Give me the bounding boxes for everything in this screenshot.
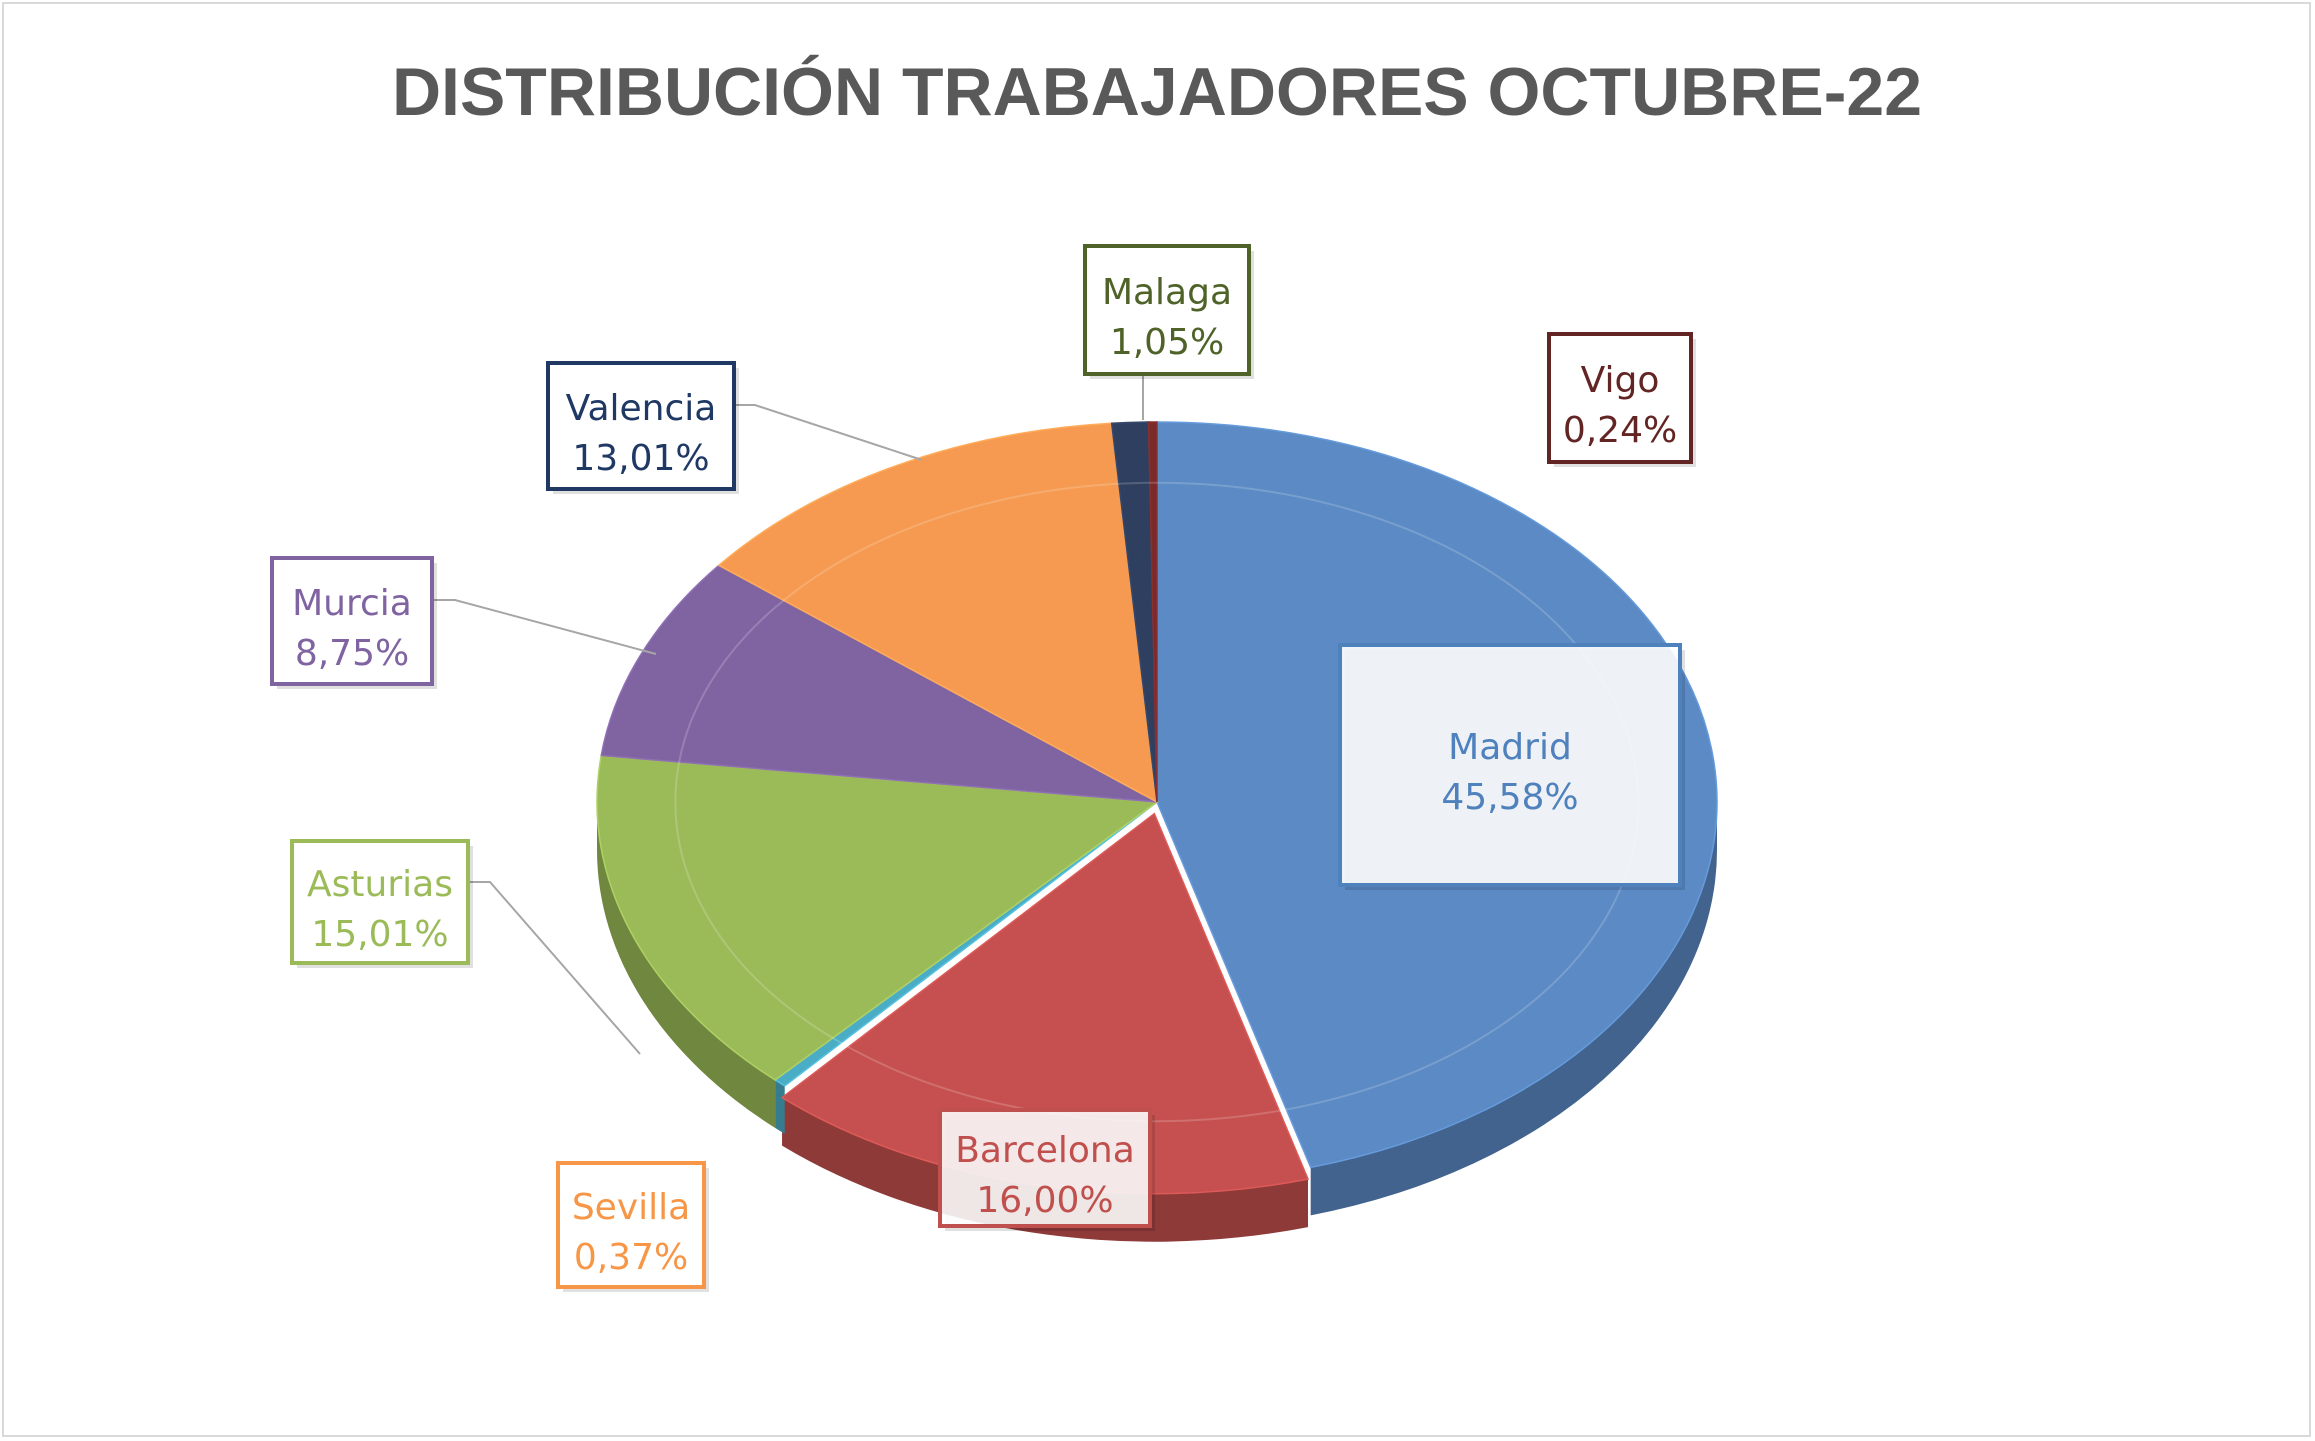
data-label-box: [290, 839, 470, 965]
leader-line-asturias: [468, 881, 641, 1055]
data-label-category: Asturias: [307, 864, 453, 905]
data-label-value: 13,01%: [572, 438, 709, 479]
data-label-value: 0,24%: [1563, 410, 1677, 451]
chart-title: DISTRIBUCIÓN TRABAJADORES OCTUBRE-22: [392, 54, 1922, 130]
pie-side-asturias: [597, 802, 776, 1128]
leader-lines: [432, 374, 1144, 1055]
data-label-malaga: Malaga 1,05%: [1083, 244, 1254, 379]
data-label-value: 8,75%: [295, 633, 409, 674]
data-label-category: Barcelona: [955, 1130, 1135, 1171]
data-label-box: [1083, 244, 1251, 376]
pie-slice-valencia: [717, 422, 1158, 804]
data-label-category: Malaga: [1102, 272, 1232, 313]
leader-line-murcia: [432, 599, 657, 655]
pie-slice-asturias: [596, 754, 1160, 1081]
data-label-category: Madrid: [1448, 727, 1572, 768]
data-label-value: 1,05%: [1110, 322, 1224, 363]
leader-line-valencia: [734, 404, 923, 461]
data-label-box: [270, 556, 434, 686]
data-label-category: Sevilla: [572, 1187, 690, 1228]
data-label-box: [938, 1108, 1152, 1228]
pie-side-barcelona: [782, 1097, 1309, 1242]
data-label-madrid: Madrid 45,58%: [1338, 643, 1685, 890]
data-label-asturias: Asturias 15,01%: [290, 839, 473, 968]
pie-depth-layer: [597, 802, 1717, 1242]
data-label-vigo: Vigo 0,24%: [1547, 332, 1696, 467]
data-label-category: Valencia: [566, 388, 717, 429]
pie-top-layer: [596, 421, 1718, 1195]
data-label-sevilla: Sevilla 0,37%: [556, 1161, 709, 1292]
data-label-category: Vigo: [1581, 360, 1660, 401]
data-label-murcia: Murcia 8,75%: [270, 556, 437, 689]
pie-side-madrid: [1310, 802, 1717, 1216]
data-label-box: [1338, 643, 1682, 887]
data-label-valencia: Valencia 13,01%: [546, 361, 739, 494]
data-label-value: 45,58%: [1441, 777, 1578, 818]
data-label-value: 0,37%: [574, 1237, 688, 1278]
data-label-box: [1547, 332, 1693, 464]
pie-slice-vigo: [1147, 421, 1158, 803]
data-label-category: Murcia: [292, 583, 412, 624]
data-label-box: [556, 1161, 706, 1289]
data-label-value: 16,00%: [976, 1180, 1113, 1221]
pie-side-sevilla: [775, 1079, 785, 1134]
data-label-barcelona: Barcelona 16,00%: [938, 1108, 1155, 1231]
data-label-value: 15,01%: [311, 914, 448, 955]
data-label-box: [546, 361, 736, 491]
pie-slice-murcia: [600, 564, 1158, 803]
data-labels: Madrid 45,58% Barcelona 16,00% Sevilla 0,37% A…: [270, 244, 1696, 1292]
